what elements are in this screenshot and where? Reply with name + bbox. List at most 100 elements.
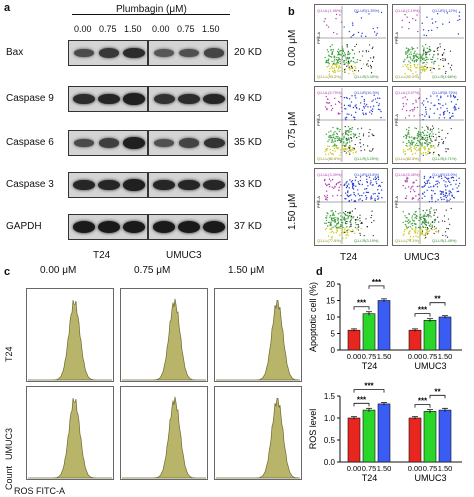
kd-label: 33 KD [234,179,262,190]
event-dot [433,63,435,65]
event-dot [362,113,365,116]
event-dot [347,217,349,219]
event-dot [354,151,357,154]
event-dot [375,177,378,180]
event-dot [349,129,351,131]
event-dot [425,58,428,61]
event-dot [352,34,354,37]
event-dot [327,145,329,147]
event-dot [331,60,333,63]
significance-label: *** [372,278,382,287]
event-dot [409,69,412,71]
event-dot [350,36,352,38]
event-dot [351,215,353,218]
event-dot [368,176,371,179]
event-dot [420,144,423,146]
event-dot [447,178,449,180]
event-dot [435,180,437,182]
event-dot [374,199,376,201]
event-dot [324,106,327,108]
event-dot [350,66,353,68]
event-dot [348,150,350,152]
flow-plot: Q1-UL(2.19%) Q1-UR(1.12%)Q1-LL(92.0%) Q1-L… [392,4,466,82]
y-axis-label: Apoptotic cell (%) [308,282,318,352]
event-dot [422,210,424,212]
event-dot [449,50,452,52]
histogram-curve [216,398,300,479]
event-dot [337,147,340,149]
event-dot [370,67,372,69]
event-dot [353,193,356,196]
dose-tick-label: 1.50 [438,352,453,361]
event-dot [441,177,443,180]
event-dot [450,207,452,210]
event-dot [343,184,345,187]
event-dot [431,196,433,198]
event-dot [352,183,355,185]
event-dot [422,226,425,228]
event-dot [341,56,344,58]
event-dot [442,114,445,116]
event-dot [430,58,432,61]
event-dot [358,183,360,185]
event-dot [429,152,431,154]
event-dot [325,59,328,62]
event-dot [449,198,451,200]
event-dot [334,103,337,105]
event-dot [405,103,407,105]
event-dot [456,98,459,101]
event-dot [327,140,329,143]
event-dot [328,185,331,188]
event-dot [352,188,355,190]
event-dot [355,107,358,109]
event-dot [421,230,424,232]
event-dot [429,133,431,135]
event-dot [448,200,450,202]
hist-dose-label: 0.75 μM [134,265,171,276]
event-dot [427,29,430,32]
event-dot [449,94,452,96]
event-dot [341,146,343,148]
event-dot [424,137,427,139]
protein-band [123,137,145,149]
event-dot [357,229,359,231]
event-dot [332,153,334,156]
event-dot [352,116,355,118]
bar [438,409,452,463]
event-dot [371,100,373,102]
quadrant-ul-label: Q1-UL(5.79%) [317,91,342,95]
event-dot [424,182,427,185]
event-dot [347,134,350,137]
event-dot [429,212,431,214]
event-dot [430,29,433,32]
quadrant-ll-label: Q1-LL(93.2%) [317,75,342,79]
event-dot [409,64,412,67]
event-dot [442,190,444,193]
event-dot [447,228,449,230]
event-dot [439,46,441,48]
event-dot [368,135,370,137]
group-label: T24 [362,361,378,371]
event-dot [362,50,364,52]
event-dot [424,148,426,150]
quadrant-ur-label: Q1-UR(13.9%) [432,173,458,177]
event-dot [410,150,413,153]
event-dot [440,95,442,98]
flow-y-axis-label: PPE-A [316,114,321,126]
event-dot [366,175,368,178]
event-dot [444,220,446,222]
event-dot [414,144,417,146]
flow-y-axis-label: PPE-A [316,32,321,44]
event-dot [425,111,427,113]
event-dot [434,21,437,23]
event-dot [415,127,418,130]
flow-y-axis-label: PPE-A [394,114,399,126]
event-dot [409,109,411,112]
event-dot [415,226,417,228]
event-dot [326,194,328,196]
dose-label-t24: 0.00 [74,24,92,34]
protein-band [73,138,95,148]
event-dot [442,23,444,25]
event-dot [402,149,405,151]
event-dot [407,67,409,69]
